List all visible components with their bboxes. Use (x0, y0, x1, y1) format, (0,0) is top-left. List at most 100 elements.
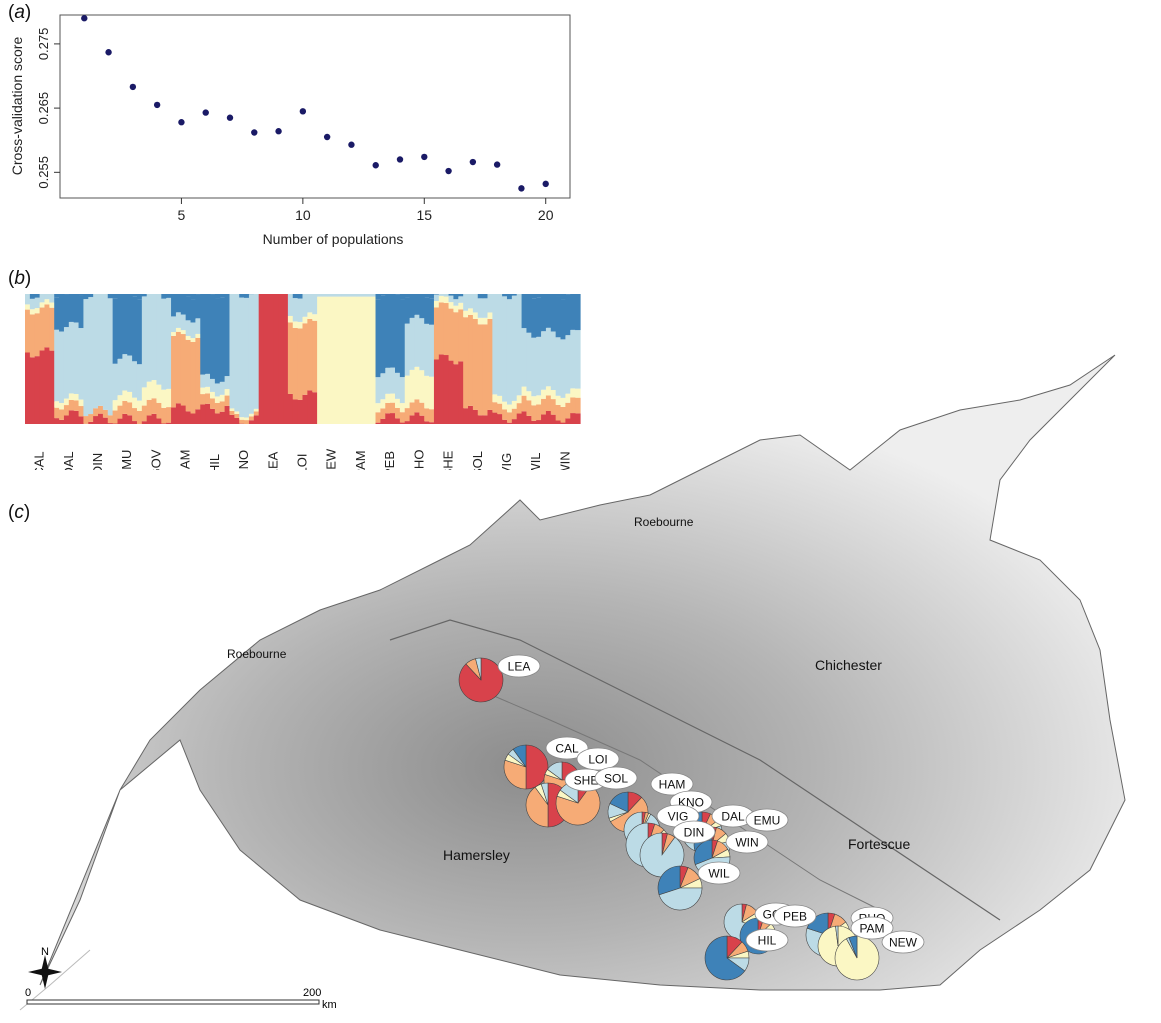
admixture-bar-segment (438, 294, 445, 296)
admixture-bar-segment (555, 420, 562, 424)
admixture-bar-segment (424, 297, 430, 324)
admixture-bar-segment (399, 422, 406, 424)
admixture-bar-segment (151, 398, 158, 414)
data-point (323, 133, 331, 141)
admixture-bar-segment (429, 324, 435, 377)
admixture-bar-segment (185, 335, 192, 340)
admixture-bar-segment (151, 294, 158, 381)
admixture-bar-segment (117, 358, 123, 396)
admixture-bar-segment (200, 294, 206, 375)
admixture-bar-segment (146, 294, 153, 382)
admixture-bar-segment (424, 294, 430, 298)
admixture-bar-segment (555, 294, 562, 297)
panel-a-letter: (a) (8, 2, 32, 23)
admixture-bar-segment (433, 300, 440, 308)
admixture-bar-segment (404, 323, 411, 376)
admixture-bar-segment (526, 400, 532, 416)
admixture-bar-segment (531, 294, 537, 299)
admixture-bar-segment (560, 294, 566, 300)
admixture-bar-segment (570, 388, 576, 398)
admixture-bar-segment (59, 402, 65, 410)
admixture-bar-segment (321, 296, 328, 424)
admixture-bar-segment (39, 302, 46, 308)
data-point (493, 161, 501, 168)
admixture-bar-segment (565, 335, 571, 394)
admixture-bar-segment (136, 364, 143, 401)
admixture-bar-segment (68, 399, 75, 411)
admixture-bar-segment (175, 327, 182, 332)
admixture-bar-segment (541, 414, 547, 424)
admixture-bar-segment (385, 402, 391, 414)
panel-c-letter: (c) (8, 502, 31, 523)
admixture-bar-segment (414, 399, 420, 413)
admixture-bar-segment (545, 386, 552, 396)
admixture-bar-segment (102, 294, 109, 410)
admixture-bar-segment (463, 310, 469, 318)
admixture-bar-segment (292, 298, 299, 322)
admixture-bar-segment (380, 399, 386, 409)
admixture-bar-segment (54, 297, 60, 330)
admixture-bar-segment (278, 294, 284, 424)
admixture-bar-segment (73, 393, 80, 401)
admixture-bar-segment (429, 409, 435, 423)
svg-text:SOL: SOL (604, 772, 628, 786)
admixture-bar-segment (166, 297, 172, 389)
admixture-bar-segment (78, 328, 85, 400)
admixture-bar-segment (575, 413, 581, 424)
admixture-bar-segment (234, 414, 240, 418)
admixture-bar-segment (214, 396, 221, 403)
admixture-bar-segment (59, 294, 65, 299)
pie-slice (525, 744, 549, 790)
admixture-bar-segment (399, 299, 406, 378)
roebourne-label-left: Roebourne (227, 647, 287, 661)
admixture-bar-segment (307, 390, 313, 424)
admixture-bar-segment (560, 422, 566, 424)
admixture-bar-segment (127, 391, 133, 403)
admixture-bar-segment (229, 294, 235, 409)
admixture-bar-segment (511, 295, 518, 401)
admixture-bar-segment (506, 422, 513, 424)
svg-text:WIN: WIN (735, 836, 758, 850)
data-point (129, 83, 137, 91)
admixture-bar-segment (497, 414, 503, 424)
pie-slice (639, 832, 685, 878)
admixture-bar-segment (25, 304, 31, 310)
svg-text:LEA: LEA (508, 660, 531, 674)
admixture-bar-segment (239, 297, 245, 418)
admixture-bar-segment (141, 387, 148, 406)
admixture-bar-segment (424, 421, 430, 424)
admixture-bar-segment (317, 294, 323, 297)
admixture-bar-segment (59, 298, 65, 332)
admixture-bar-segment (458, 296, 464, 303)
admixture-bar-segment (195, 318, 201, 334)
admixture-bar-segment (34, 297, 41, 309)
data-point (105, 49, 112, 56)
admixture-bar-segment (516, 413, 523, 424)
admixture-bar-segment (132, 296, 138, 362)
admixture-bar-segment (307, 318, 313, 391)
admixture-bar-segment (550, 399, 557, 415)
admixture-bar-segment (156, 294, 162, 385)
admixture-bar-segment (219, 297, 226, 382)
admixture-bar-segment (214, 402, 221, 414)
admixture-bar-segment (375, 403, 381, 413)
data-point (178, 119, 185, 126)
pie-slice (693, 839, 713, 866)
admixture-bar-segment (380, 373, 386, 400)
y-tick-label: 0.275 (36, 28, 51, 61)
admixture-bar-segment (156, 418, 162, 424)
site-label-cal: CAL (545, 736, 589, 760)
admixture-bar-segment (443, 355, 450, 424)
admixture-bar-segment (195, 294, 201, 295)
admixture-bar-segment (93, 408, 99, 417)
admixture-bar-segment (307, 294, 313, 313)
admixture-bar-segment (248, 413, 255, 417)
admixture-bar-segment (575, 388, 581, 398)
admixture-bar-segment (175, 403, 182, 424)
admixture-bar-segment (380, 295, 386, 374)
admixture-bar-segment (175, 312, 182, 328)
admixture-bar-segment (531, 298, 537, 338)
admixture-bar-segment (385, 294, 391, 368)
admixture-bar-segment (112, 410, 119, 424)
admixture-bar-segment (458, 309, 464, 362)
